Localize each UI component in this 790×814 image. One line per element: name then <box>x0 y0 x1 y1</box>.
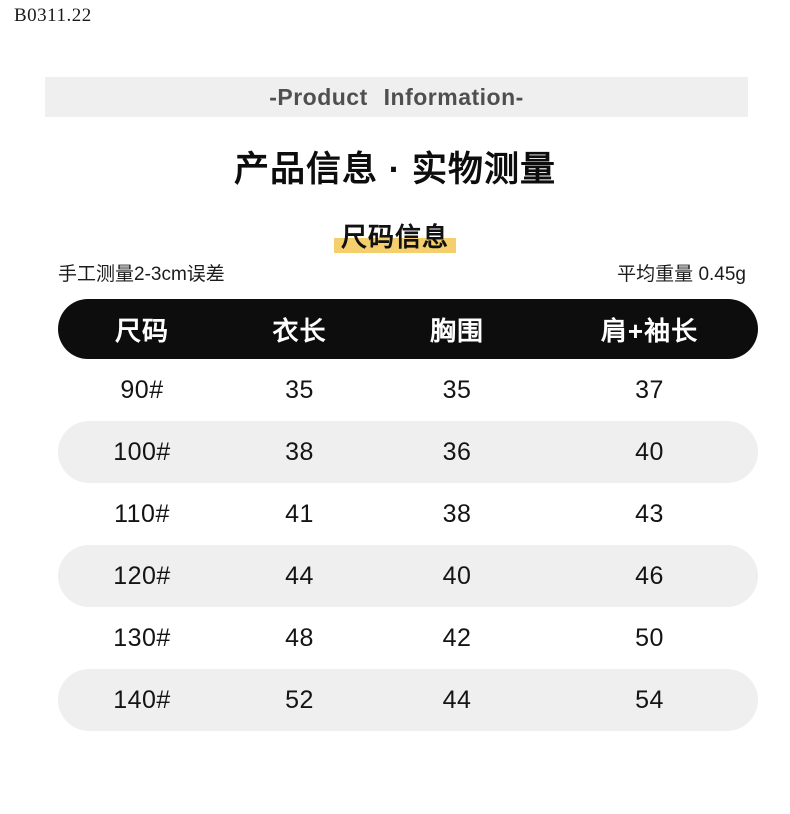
size-cell: 110# <box>114 499 170 528</box>
header-cell-shoulder-sleeve: 肩+袖长 <box>600 315 699 346</box>
average-weight-note: 平均重量 0.45g <box>617 264 746 285</box>
size-table-header: 尺码 衣长 胸围 肩+袖长 <box>58 299 758 359</box>
table-row: 130# 48 42 50 <box>58 607 758 669</box>
banner-title: -Product Information- <box>269 83 524 110</box>
shoulder-sleeve-cell: 46 <box>635 561 664 590</box>
table-row: 140# 52 44 54 <box>58 669 758 731</box>
garment-length-cell: 52 <box>285 685 314 714</box>
chest-cell: 38 <box>442 499 472 528</box>
chest-cell: 40 <box>442 561 472 590</box>
table-row: 110# 41 38 43 <box>58 483 758 545</box>
garment-length-cell: 44 <box>285 561 314 590</box>
size-info-title: 尺码信息 <box>333 217 456 254</box>
measurement-tolerance-note: 手工测量2-3cm误差 <box>58 264 225 285</box>
garment-length-cell: 41 <box>285 499 314 528</box>
garment-length-cell: 38 <box>285 437 314 466</box>
header-cell-chest: 胸围 <box>429 315 484 346</box>
size-cell: 130# <box>113 623 171 652</box>
chest-cell: 36 <box>442 437 472 466</box>
table-row: 120# 44 40 46 <box>58 545 758 607</box>
chest-cell: 44 <box>442 685 472 714</box>
size-info-section: 尺码信息 <box>0 217 790 254</box>
size-cell: 120# <box>113 561 171 590</box>
table-row: 100# 38 36 40 <box>58 421 758 483</box>
size-cell: 90# <box>120 375 164 404</box>
shoulder-sleeve-cell: 54 <box>635 685 664 714</box>
shoulder-sleeve-cell: 40 <box>635 437 664 466</box>
shoulder-sleeve-cell: 50 <box>635 623 664 652</box>
shoulder-sleeve-cell: 43 <box>635 499 664 528</box>
size-cell: 100# <box>113 437 171 466</box>
table-row: 90# 35 35 37 <box>58 359 758 421</box>
chest-cell: 35 <box>442 375 472 404</box>
product-code: B0311.22 <box>14 5 92 26</box>
page-title: 产品信息 · 实物测量 <box>233 150 557 189</box>
garment-length-cell: 35 <box>285 375 314 404</box>
garment-length-cell: 48 <box>285 623 314 652</box>
size-cell: 140# <box>113 685 171 714</box>
header-cell-size: 尺码 <box>114 315 169 346</box>
header-cell-garment-length: 衣长 <box>272 315 327 346</box>
chest-cell: 42 <box>442 623 472 652</box>
shoulder-sleeve-cell: 37 <box>635 375 664 404</box>
measurement-notes: 手工测量2-3cm误差 平均重量 0.45g <box>58 259 746 286</box>
size-table: 尺码 衣长 胸围 肩+袖长 90# 35 35 37 100# 38 36 40… <box>58 299 758 731</box>
product-information-banner: -Product Information- <box>45 77 748 117</box>
